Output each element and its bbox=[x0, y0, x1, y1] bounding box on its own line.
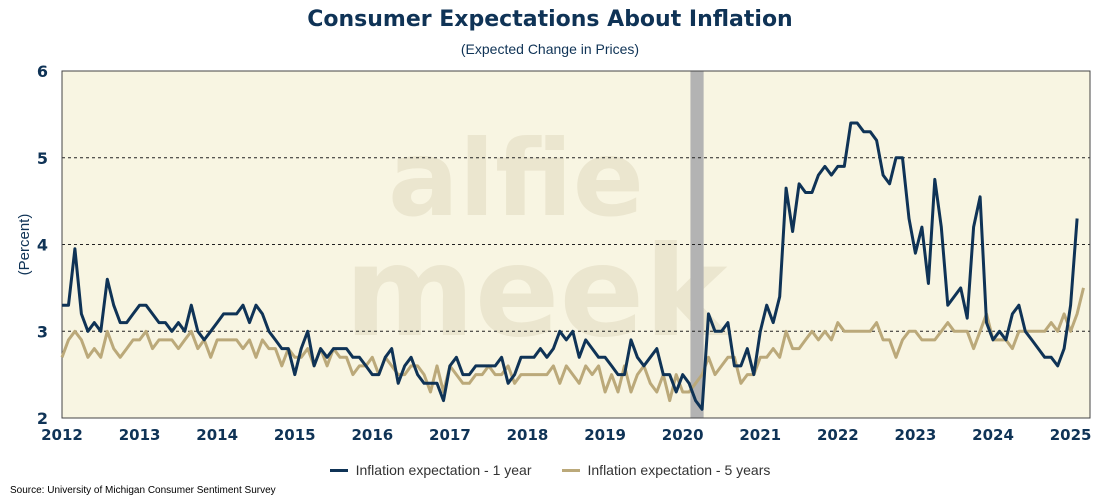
series-line-1y bbox=[62, 121, 1079, 411]
y-tick-label-2: 2 bbox=[37, 409, 48, 428]
x-tick-label-2021: 2021 bbox=[739, 426, 781, 444]
x-tick-label-2015: 2015 bbox=[274, 426, 316, 444]
x-tick-label-2025: 2025 bbox=[1050, 426, 1092, 444]
legend-label-1y: Inflation expectation - 1 year bbox=[355, 462, 532, 478]
x-tick-label-2023: 2023 bbox=[895, 426, 937, 444]
series-line-5y bbox=[60, 287, 1085, 403]
plot-border bbox=[61, 70, 1091, 419]
y-tick-label-3: 3 bbox=[37, 322, 48, 341]
chart-subtitle: (Expected Change in Prices) bbox=[460, 41, 640, 57]
x-tick-label-2014: 2014 bbox=[196, 426, 238, 444]
y-tick-label-5: 5 bbox=[37, 149, 48, 168]
legend-item-1y: Inflation expectation - 1 year bbox=[329, 462, 532, 478]
y-tick-label-6: 6 bbox=[37, 62, 48, 81]
x-tick-label-2017: 2017 bbox=[429, 426, 471, 444]
x-tick-label-2012: 2012 bbox=[41, 426, 83, 444]
x-tick-label-2020: 2020 bbox=[662, 426, 704, 444]
x-tick-label-2018: 2018 bbox=[507, 426, 549, 444]
legend-label-5y: Inflation expectation - 5 years bbox=[587, 462, 771, 478]
legend-swatch-5y bbox=[561, 468, 580, 472]
x-tick-label-2016: 2016 bbox=[351, 426, 393, 444]
chart-title: Consumer Expectations About Inflation bbox=[307, 7, 793, 32]
watermark-line-2: meek bbox=[345, 220, 731, 365]
y-axis-label: (Percent) bbox=[16, 214, 33, 276]
source-note: Source: University of Michigan Consumer … bbox=[10, 485, 276, 496]
x-tick-label-2022: 2022 bbox=[817, 426, 859, 444]
x-tick-label-2019: 2019 bbox=[584, 426, 626, 444]
x-tick-label-2013: 2013 bbox=[119, 426, 161, 444]
chart-legend: Inflation expectation - 1 year Inflation… bbox=[0, 462, 1100, 478]
legend-item-5y: Inflation expectation - 5 years bbox=[561, 462, 771, 478]
watermark-line-1: alfie bbox=[388, 118, 644, 240]
x-tick-label-2024: 2024 bbox=[972, 426, 1014, 444]
legend-swatch-1y bbox=[329, 468, 348, 472]
y-tick-label-4: 4 bbox=[37, 236, 48, 255]
